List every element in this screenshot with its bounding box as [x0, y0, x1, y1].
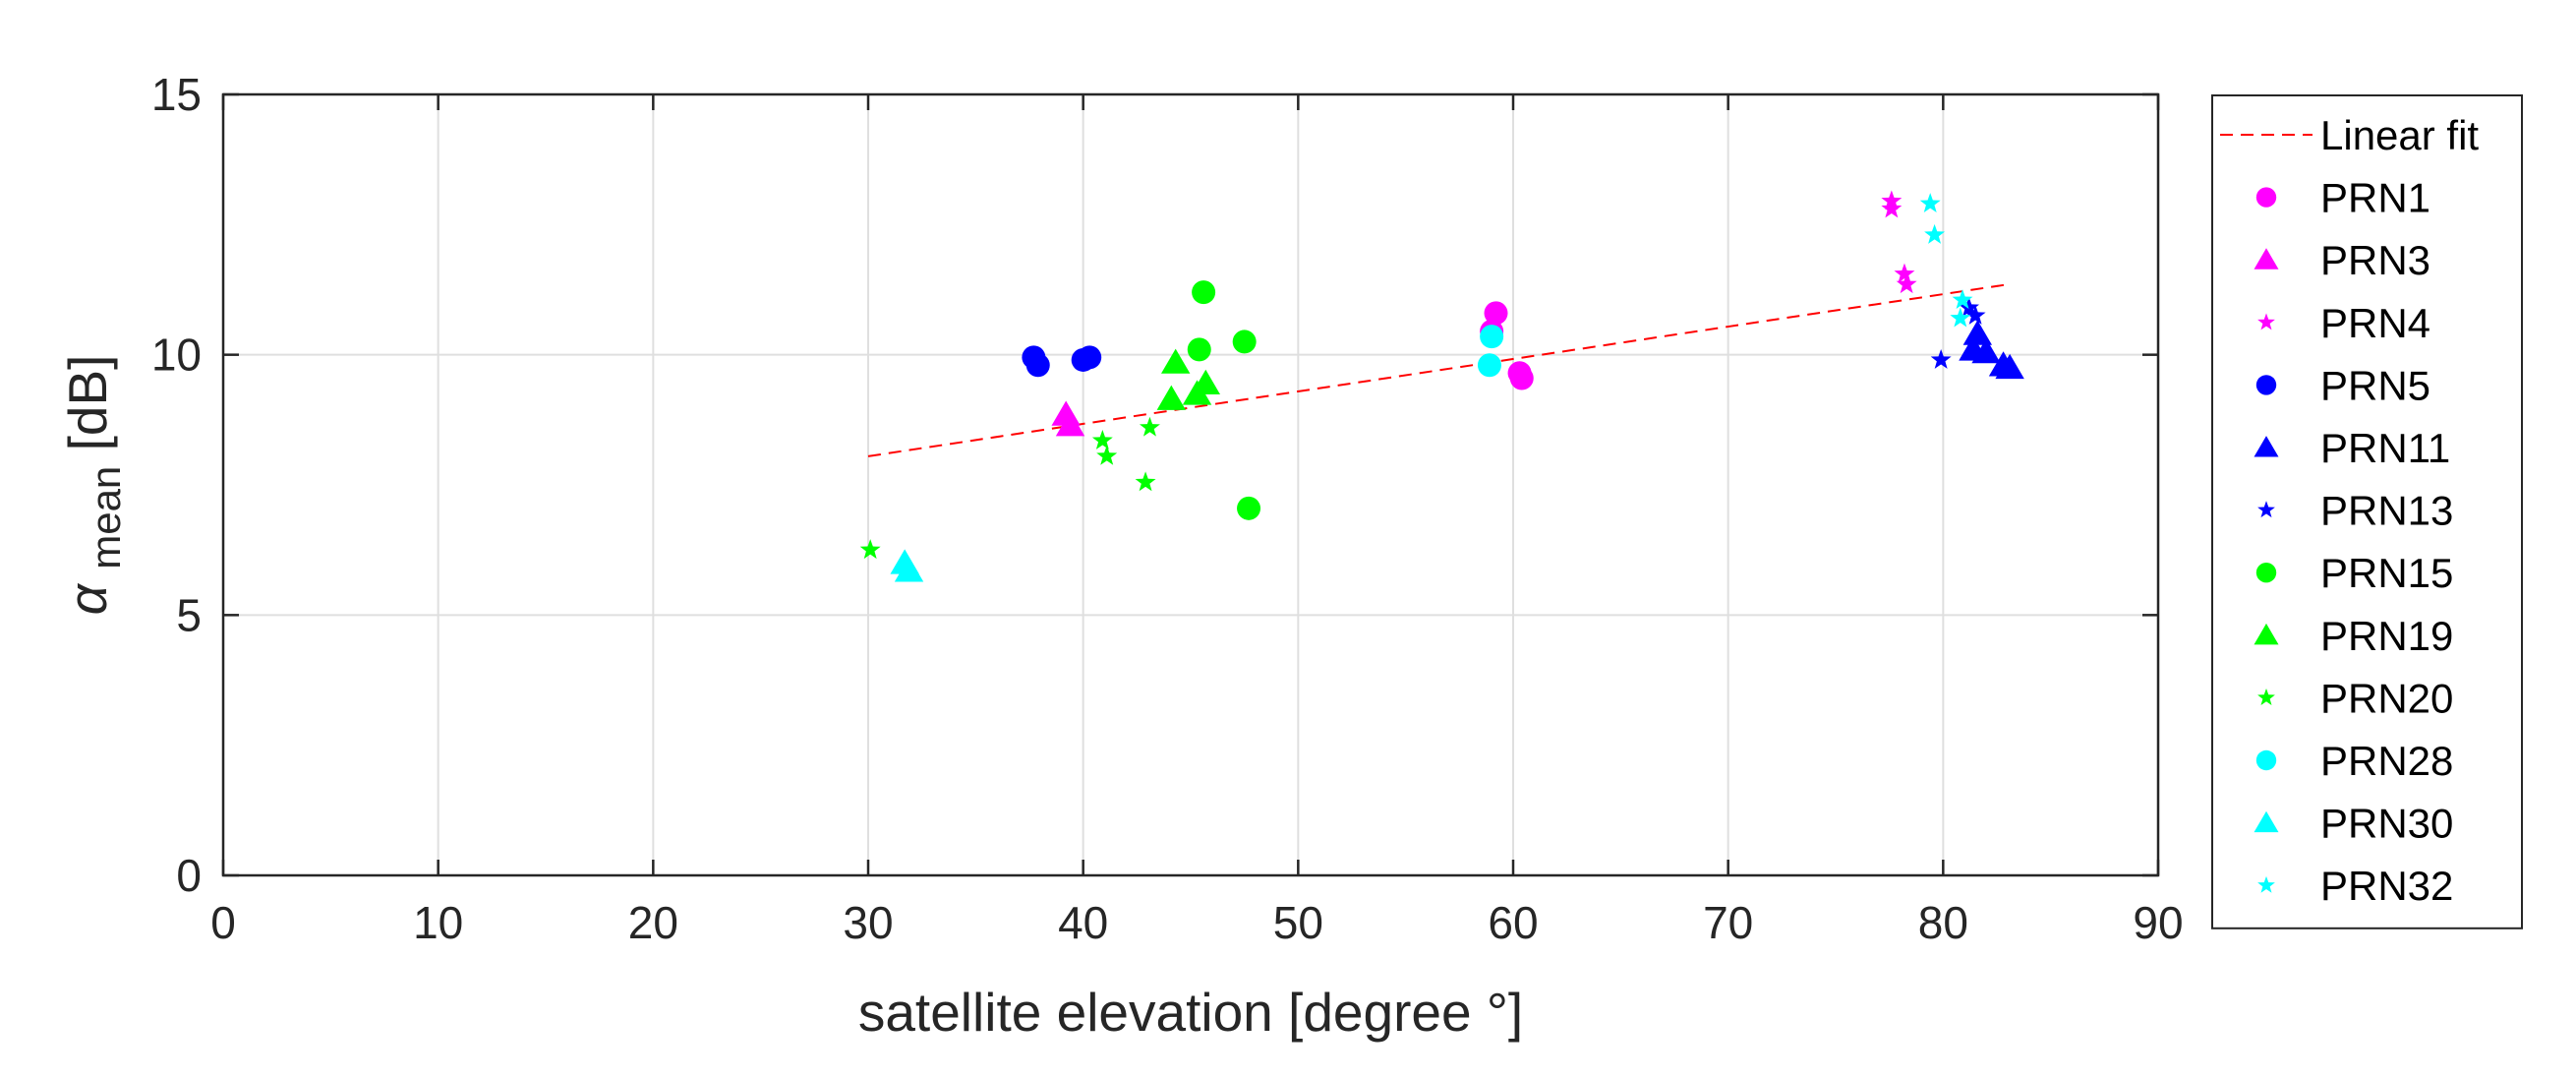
legend-label-prn32: PRN32 — [2320, 863, 2453, 909]
series-prn4 — [1881, 190, 1917, 294]
legend: Linear fit PRN1 PRN3 PRN4 PRN5 PRN11 PRN13 PRN1… — [2211, 94, 2523, 929]
legend-label-prn3: PRN3 — [2320, 237, 2430, 283]
data-point-prn28 — [1480, 325, 1504, 349]
data-point-prn32 — [1952, 289, 1973, 309]
legend-label-prn13: PRN13 — [2320, 488, 2453, 534]
data-point-prn20 — [1096, 445, 1118, 465]
y-tick-label: 10 — [151, 329, 202, 381]
x-tick-label: 90 — [2133, 897, 2183, 948]
data-point-prn4 — [1894, 263, 1915, 283]
legend-swatch-prn32 — [2257, 875, 2275, 893]
data-point-prn20 — [859, 539, 881, 560]
data-point-prn32 — [1950, 307, 1971, 328]
y-axis-label-symbol: α — [57, 582, 118, 615]
legend-swatch-prn1 — [2255, 187, 2277, 208]
data-point-prn1 — [1484, 301, 1508, 326]
fit-layer — [867, 283, 2009, 457]
data-point-prn11 — [1971, 338, 2001, 364]
axes-box — [221, 92, 2160, 877]
legend-swatch-prn30 — [2254, 810, 2279, 833]
legend-label-prn20: PRN20 — [2320, 675, 2453, 721]
x-tick-label: 10 — [413, 897, 463, 948]
data-point-prn15 — [1237, 496, 1261, 520]
data-point-prn13 — [1930, 348, 1952, 369]
y-tick-label: 15 — [151, 69, 202, 120]
tick-labels: 0 10 20 30 40 50 60 70 80 90 0 5 10 15 — [151, 69, 2184, 948]
y-tick-label: 0 — [176, 850, 202, 901]
x-tick-label: 40 — [1058, 897, 1108, 948]
x-tick-label: 30 — [843, 897, 893, 948]
legend-label-prn11: PRN11 — [2320, 425, 2450, 471]
legend-swatch-prn19 — [2254, 623, 2279, 645]
legend-swatch-prn11 — [2254, 436, 2279, 457]
legend-label-prn4: PRN4 — [2320, 300, 2430, 346]
series-prn15 — [1187, 280, 1261, 520]
x-tick-label: 20 — [628, 897, 678, 948]
series-prn32 — [1919, 193, 1973, 328]
data-point-prn20 — [1091, 430, 1113, 449]
data-points — [859, 190, 2024, 582]
series-prn19 — [1156, 348, 1221, 410]
data-point-prn15 — [1187, 337, 1211, 362]
data-point-prn20 — [1139, 416, 1160, 437]
data-point-prn28 — [1477, 353, 1501, 378]
legend-label-prn5: PRN5 — [2320, 362, 2430, 408]
data-point-prn5 — [1025, 353, 1050, 378]
x-tick-label: 0 — [210, 897, 236, 948]
legend-label-linear-fit: Linear fit — [2320, 112, 2479, 158]
data-point-prn4 — [1896, 273, 1917, 294]
series-prn11 — [1959, 320, 2024, 380]
data-point-prn13 — [1959, 297, 1980, 317]
x-tick-label: 80 — [1918, 897, 1968, 948]
x-axis-label: satellite elevation [degree °] — [858, 982, 1523, 1043]
data-point-prn15 — [1192, 280, 1216, 305]
y-tick-label: 5 — [176, 589, 202, 640]
legend-swatch-prn28 — [2255, 749, 2277, 771]
linear-fit-line — [867, 283, 2009, 457]
legend-label-prn1: PRN1 — [2320, 175, 2430, 221]
data-point-prn32 — [1924, 223, 1946, 244]
data-point-prn3 — [1055, 411, 1085, 437]
data-point-prn15 — [1232, 329, 1257, 354]
series-prn3 — [1051, 400, 1085, 437]
series-prn13 — [1930, 297, 1986, 369]
series-prn28 — [1477, 325, 1504, 378]
x-tick-label: 60 — [1488, 897, 1538, 948]
data-point-prn13 — [1964, 304, 1986, 325]
data-point-prn5 — [1078, 345, 1102, 370]
legend-swatch-prn20 — [2257, 689, 2275, 705]
data-point-prn32 — [1919, 193, 1941, 213]
legend-label-prn28: PRN28 — [2320, 738, 2453, 784]
data-point-prn30 — [894, 557, 924, 582]
y-axis-label-unit: [dB] — [57, 355, 118, 451]
plot-area — [223, 94, 2158, 875]
data-point-prn11 — [1995, 353, 2024, 380]
data-point-prn1 — [1509, 366, 1534, 390]
legend-swatch-prn4 — [2257, 313, 2275, 330]
data-point-prn20 — [1135, 471, 1156, 492]
data-point-prn4 — [1881, 198, 1903, 218]
legend-swatch-prn13 — [2257, 501, 2275, 518]
y-axis-label-subscript: mean — [83, 466, 129, 569]
x-tick-label: 50 — [1273, 897, 1323, 948]
series-prn20 — [859, 416, 1160, 560]
data-point-prn11 — [1962, 320, 1993, 345]
legend-swatch-prn15 — [2255, 563, 2277, 583]
legend-label-prn19: PRN19 — [2320, 613, 2453, 659]
axes — [221, 92, 2160, 877]
legend-swatch-prn3 — [2254, 248, 2279, 270]
series-prn30 — [890, 549, 924, 582]
y-axis-label: α mean [dB] — [57, 355, 132, 616]
series-prn5 — [1022, 345, 1102, 378]
x-tick-label: 70 — [1703, 897, 1753, 948]
legend-label-prn30: PRN30 — [2320, 801, 2453, 847]
legend-swatch-prn5 — [2255, 375, 2277, 395]
data-point-prn19 — [1182, 380, 1212, 405]
data-point-prn19 — [1160, 348, 1191, 374]
legend-label-prn15: PRN15 — [2320, 550, 2453, 596]
data-point-prn19 — [1156, 385, 1187, 410]
